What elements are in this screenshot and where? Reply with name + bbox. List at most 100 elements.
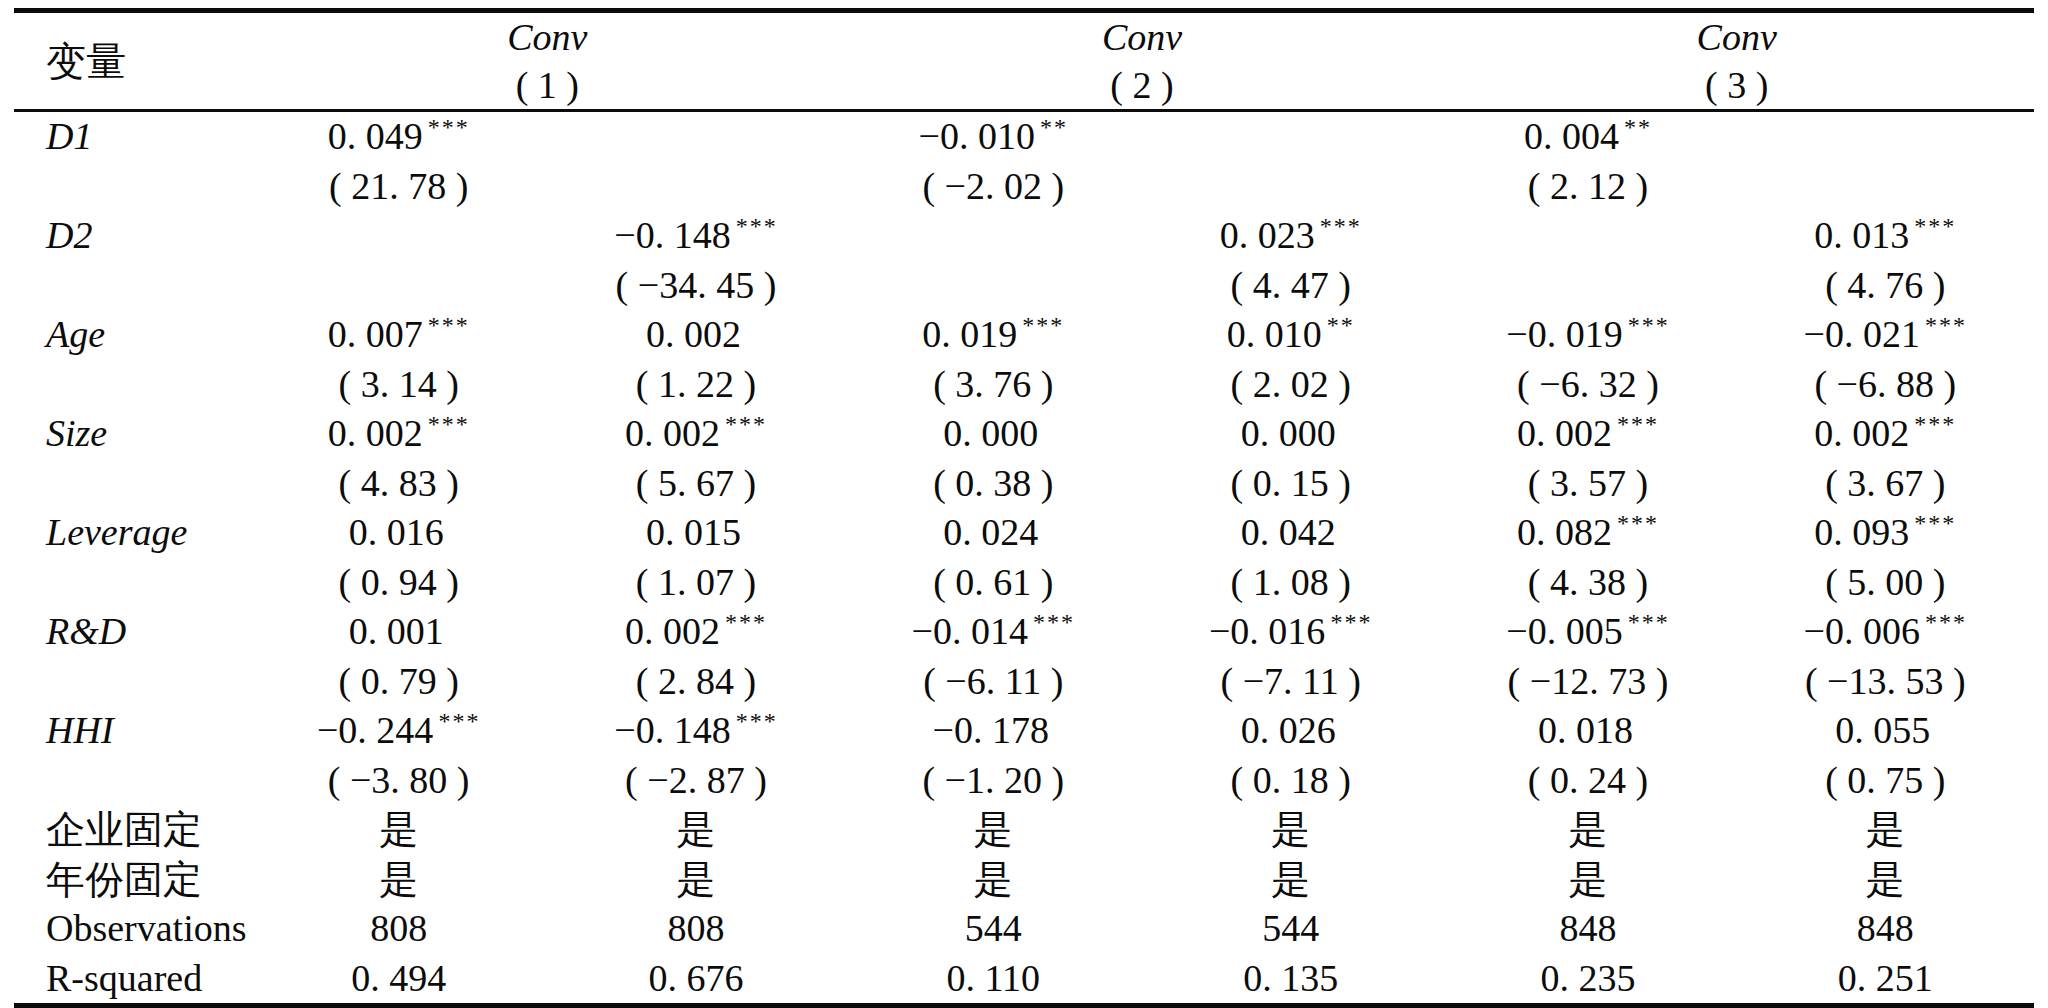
t-statistic: ( −13. 53 ) bbox=[1737, 657, 2034, 707]
t-statistic: ( 5. 00 ) bbox=[1737, 558, 2034, 608]
coef-cell: 0. 002*** ( 3. 67 ) bbox=[1737, 409, 2034, 508]
t-statistic: ( −12. 73 ) bbox=[1439, 657, 1736, 707]
t-statistic: ( −2. 02 ) bbox=[845, 162, 1142, 212]
fixed-effect-value: 是 bbox=[1737, 805, 2034, 855]
significance-stars: *** bbox=[725, 411, 767, 437]
coef-cell: 0. 042 ( 1. 08 ) bbox=[1142, 508, 1439, 607]
observations-value: 544 bbox=[845, 904, 1142, 954]
row-label: D2 bbox=[14, 211, 250, 310]
t-statistic: ( 1. 22 ) bbox=[547, 360, 844, 410]
coef-cell: 0. 002*** ( 4. 83 ) bbox=[250, 409, 547, 508]
group-model-number: ( 3 ) bbox=[1705, 61, 1768, 109]
observations-value: 808 bbox=[250, 904, 547, 954]
coef-cell bbox=[1142, 112, 1439, 211]
row-label: Observations bbox=[14, 904, 250, 954]
coef-cell: 0. 002*** ( 5. 67 ) bbox=[547, 409, 844, 508]
table-row-year-fixed-effects: 年份固定 是 是 是 是 是 是 bbox=[14, 855, 2034, 905]
table-header-row: 变量 Conv ( 1 ) Conv ( 2 ) Conv ( 3 ) bbox=[14, 13, 2034, 109]
t-statistic: ( 2. 84 ) bbox=[547, 657, 844, 707]
t-statistic bbox=[1142, 162, 1439, 212]
coef-cell bbox=[547, 112, 844, 211]
t-statistic: ( 3. 67 ) bbox=[1737, 459, 2034, 509]
coef-cell: −0. 148*** ( −34. 45 ) bbox=[547, 211, 844, 310]
significance-stars: *** bbox=[438, 708, 480, 734]
coef-cell: 0. 055 ( 0. 75 ) bbox=[1737, 706, 2034, 805]
significance-stars: *** bbox=[428, 114, 470, 140]
t-statistic bbox=[547, 162, 844, 212]
coefficient: 0. 042 bbox=[1241, 511, 1336, 553]
row-label: Size bbox=[14, 409, 250, 508]
r-squared-value: 0. 251 bbox=[1737, 954, 2034, 1004]
table-row-r-squared: R-squared 0. 494 0. 676 0. 110 0. 135 0.… bbox=[14, 954, 2034, 1004]
t-statistic: ( 0. 79 ) bbox=[250, 657, 547, 707]
fixed-effect-value: 是 bbox=[1439, 805, 1736, 855]
coef-cell: 0. 010** ( 2. 02 ) bbox=[1142, 310, 1439, 409]
t-statistic bbox=[845, 261, 1142, 311]
coefficient: −0. 019 bbox=[1506, 313, 1622, 355]
coef-cell: 0. 002*** ( 2. 84 ) bbox=[547, 607, 844, 706]
coef-cell: 0. 026 ( 0. 18 ) bbox=[1142, 706, 1439, 805]
table-row-d1: D1 0. 049*** ( 21. 78 ) −0. 010** ( −2. … bbox=[14, 112, 2034, 211]
row-label: HHI bbox=[14, 706, 250, 805]
coef-cell: −0. 178 ( −1. 20 ) bbox=[845, 706, 1142, 805]
coef-cell: −0. 010** ( −2. 02 ) bbox=[845, 112, 1142, 211]
t-statistic: ( −2. 87 ) bbox=[547, 756, 844, 806]
significance-stars: *** bbox=[725, 609, 767, 635]
t-statistic: ( 2. 12 ) bbox=[1439, 162, 1736, 212]
coefficient: −0. 005 bbox=[1506, 610, 1622, 652]
t-statistic: ( 0. 24 ) bbox=[1439, 756, 1736, 806]
group-title: Conv bbox=[1697, 13, 1777, 61]
coefficient: 0. 018 bbox=[1538, 709, 1633, 751]
t-statistic: ( 3. 57 ) bbox=[1439, 459, 1736, 509]
significance-stars: *** bbox=[1925, 609, 1967, 635]
t-statistic: ( 1. 07 ) bbox=[547, 558, 844, 608]
fixed-effect-value: 是 bbox=[1439, 855, 1736, 905]
t-statistic: ( −3. 80 ) bbox=[250, 756, 547, 806]
significance-stars: *** bbox=[1033, 609, 1075, 635]
coef-cell: 0. 001 ( 0. 79 ) bbox=[250, 607, 547, 706]
t-statistic: ( 1. 08 ) bbox=[1142, 558, 1439, 608]
significance-stars: *** bbox=[736, 708, 778, 734]
coef-cell: 0. 049*** ( 21. 78 ) bbox=[250, 112, 547, 211]
significance-stars: *** bbox=[1914, 213, 1956, 239]
coefficient: 0. 019 bbox=[922, 313, 1017, 355]
coefficient: 0. 055 bbox=[1835, 709, 1930, 751]
coef-cell: 0. 004** ( 2. 12 ) bbox=[1439, 112, 1736, 211]
table-row-observations: Observations 808 808 544 544 848 848 bbox=[14, 904, 2034, 954]
coef-cell: −0. 006*** ( −13. 53 ) bbox=[1737, 607, 2034, 706]
row-label: 企业固定 bbox=[14, 805, 250, 855]
t-statistic: ( 3. 76 ) bbox=[845, 360, 1142, 410]
coef-cell: 0. 015 ( 1. 07 ) bbox=[547, 508, 844, 607]
significance-stars: *** bbox=[1617, 411, 1659, 437]
row-label: Age bbox=[14, 310, 250, 409]
r-squared-value: 0. 110 bbox=[845, 954, 1142, 1004]
t-statistic: ( 0. 15 ) bbox=[1142, 459, 1439, 509]
significance-stars: *** bbox=[1617, 510, 1659, 536]
coef-cell: 0. 024 ( 0. 61 ) bbox=[845, 508, 1142, 607]
coefficient: 0. 000 bbox=[943, 412, 1038, 454]
significance-stars: *** bbox=[1925, 312, 1967, 338]
coefficient: −0. 014 bbox=[912, 610, 1028, 652]
column-group-conv-1: Conv ( 1 ) bbox=[250, 13, 845, 109]
coef-cell: 0. 000 ( 0. 15 ) bbox=[1142, 409, 1439, 508]
coefficient: −0. 010 bbox=[919, 115, 1035, 157]
coef-cell: 0. 002*** ( 3. 57 ) bbox=[1439, 409, 1736, 508]
coef-cell bbox=[845, 211, 1142, 310]
fixed-effect-value: 是 bbox=[547, 805, 844, 855]
group-title: Conv bbox=[1102, 13, 1182, 61]
t-statistic: ( 21. 78 ) bbox=[250, 162, 547, 212]
table-row-rd: R&D 0. 001 ( 0. 79 ) 0. 002*** ( 2. 84 )… bbox=[14, 607, 2034, 706]
table-row-size: Size 0. 002*** ( 4. 83 ) 0. 002*** ( 5. … bbox=[14, 409, 2034, 508]
row-label: R&D bbox=[14, 607, 250, 706]
significance-stars: *** bbox=[1628, 609, 1670, 635]
fixed-effect-value: 是 bbox=[547, 855, 844, 905]
coefficient: −0. 178 bbox=[933, 709, 1049, 751]
fixed-effect-value: 是 bbox=[845, 855, 1142, 905]
row-label: 年份固定 bbox=[14, 855, 250, 905]
group-title: Conv bbox=[507, 13, 587, 61]
significance-stars: ** bbox=[1327, 312, 1355, 338]
r-squared-value: 0. 135 bbox=[1142, 954, 1439, 1004]
coef-cell: −0. 019*** ( −6. 32 ) bbox=[1439, 310, 1736, 409]
t-statistic: ( −6. 32 ) bbox=[1439, 360, 1736, 410]
group-model-number: ( 2 ) bbox=[1110, 61, 1173, 109]
